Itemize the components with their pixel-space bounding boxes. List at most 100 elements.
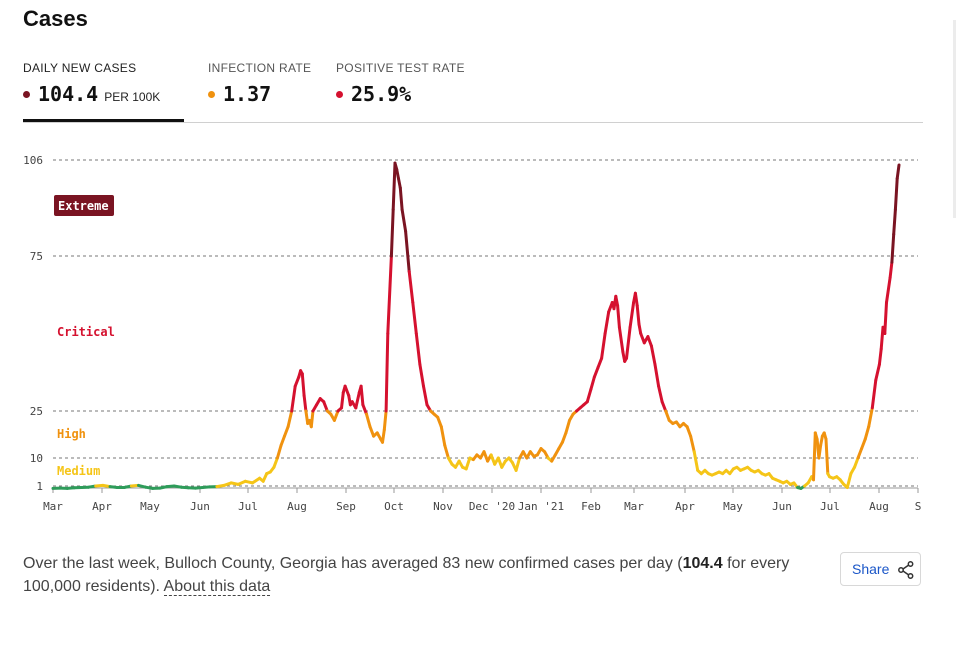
- line-segment: [870, 378, 878, 410]
- x-tick-label: Apr: [92, 500, 112, 513]
- tab-infection-rate[interactable]: INFECTION RATE 1.37: [208, 58, 323, 121]
- x-tick-label: May: [723, 500, 743, 513]
- line-segment: [893, 177, 899, 211]
- line-segment: [628, 301, 636, 329]
- line-segment: [404, 229, 411, 273]
- line-segment: [895, 163, 901, 181]
- line-segment: [422, 384, 429, 407]
- about-data-link[interactable]: About this data: [163, 578, 271, 596]
- x-tick-label: Jun: [772, 500, 792, 513]
- line-segment: [272, 456, 279, 469]
- x-tick-label: Dec '20: [469, 500, 515, 513]
- line-segment: [856, 447, 864, 460]
- line-segment: [614, 294, 620, 308]
- share-button[interactable]: Share: [840, 552, 921, 586]
- line-segment: [384, 332, 390, 413]
- line-segment: [885, 276, 892, 304]
- line-segment: [657, 384, 664, 404]
- x-axis: Mar Apr May Jun Jul Aug Sep Oct Nov Dec '20 Jan '2…: [43, 488, 921, 513]
- zone-label: Critical: [57, 325, 115, 339]
- line-segment: [365, 412, 372, 429]
- x-tick-label: Feb: [581, 500, 601, 513]
- line-segment: [395, 167, 400, 181]
- y-tick-label: 106: [23, 154, 43, 167]
- y-tick-label: 25: [30, 405, 43, 418]
- line-segment: [418, 363, 425, 388]
- line-segment: [398, 186, 404, 211]
- metric-dot-icon: [336, 91, 343, 99]
- line-segment: [860, 437, 867, 451]
- line-segment: [585, 387, 593, 404]
- line-segment: [439, 425, 447, 447]
- line-segment: [660, 400, 668, 413]
- share-label: Share: [852, 561, 890, 577]
- line-segment: [664, 409, 671, 422]
- line-segment: [279, 434, 286, 447]
- x-tick-label: Aug: [287, 500, 307, 513]
- line-segment: [293, 375, 301, 388]
- zone-label: Extreme: [58, 199, 109, 213]
- line-segment: [300, 372, 306, 397]
- zone-label: Medium: [57, 464, 100, 478]
- x-tick-label: Sep: [336, 500, 356, 513]
- line-segment: [400, 208, 408, 233]
- line-segment: [649, 344, 657, 366]
- line-segment: [290, 384, 297, 413]
- line-segment: [382, 409, 388, 432]
- y-tick-label: 10: [30, 452, 43, 465]
- line-segment: [617, 325, 625, 354]
- line-segment: [812, 431, 817, 482]
- tab-positive-test-rate[interactable]: POSITIVE TEST RATE 25.9%: [336, 58, 486, 121]
- line-segment: [592, 366, 600, 379]
- line-segment: [407, 270, 415, 304]
- line-segment: [302, 394, 308, 413]
- x-tick-label: Jul: [238, 500, 258, 513]
- risk-zone-labels: Extreme Critical High Medium: [54, 195, 115, 478]
- metric-label: DAILY NEW CASES: [23, 61, 137, 75]
- line-segment: [863, 425, 871, 441]
- line-segment: [464, 456, 472, 471]
- cases-line-chart: 1 10 25 75 106 Extreme Critical High Medium Mar…: [23, 154, 921, 513]
- line-segment: [275, 444, 283, 460]
- line-segment: [890, 232, 896, 264]
- line-segment: [589, 375, 596, 391]
- metric-dot-icon: [23, 91, 30, 99]
- line-segment: [340, 390, 345, 410]
- x-tick-label: Apr: [675, 500, 695, 513]
- x-tick-label: Mar: [624, 500, 644, 513]
- line-segment: [888, 260, 894, 280]
- line-segment: [877, 347, 883, 366]
- line-segment: [817, 444, 823, 460]
- line-segment: [689, 434, 696, 454]
- scrollbar-track[interactable]: [953, 20, 956, 218]
- line-segment: [309, 409, 315, 429]
- x-tick-label: Jan '21: [518, 500, 564, 513]
- y-tick-label: 75: [30, 250, 43, 263]
- line-segment: [332, 409, 340, 422]
- x-tick-label: Mar: [43, 500, 63, 513]
- line-segment: [354, 390, 361, 410]
- line-segment: [386, 254, 393, 335]
- line-segment: [653, 363, 661, 388]
- summary-bold-value: 104.4: [682, 555, 723, 572]
- line-segment: [600, 332, 607, 360]
- metric-unit: PER 100K: [104, 90, 161, 104]
- tab-daily-new-cases[interactable]: DAILY NEW CASES 104.4 PER 100K: [23, 58, 184, 122]
- line-segment: [368, 425, 376, 438]
- line-segment: [824, 437, 830, 476]
- chart-gridlines: 1 10 25 75 106: [23, 154, 918, 493]
- line-segment: [560, 431, 568, 444]
- x-tick-label: May: [140, 500, 160, 513]
- line-segment: [359, 384, 365, 407]
- line-segment: [853, 456, 860, 469]
- metric-tabs: DAILY NEW CASES 104.4 PER 100K INFECTION …: [23, 58, 923, 123]
- line-segment: [414, 332, 422, 366]
- line-segment: [892, 208, 897, 236]
- metric-label: POSITIVE TEST RATE: [336, 61, 465, 75]
- x-tick-label: Nov: [433, 500, 453, 513]
- line-segment: [436, 415, 443, 429]
- summary-text: Over the last week, Bulloch County, Geor…: [23, 552, 793, 598]
- line-segment: [874, 363, 881, 382]
- line-segment: [286, 409, 294, 429]
- line-segment: [625, 325, 632, 360]
